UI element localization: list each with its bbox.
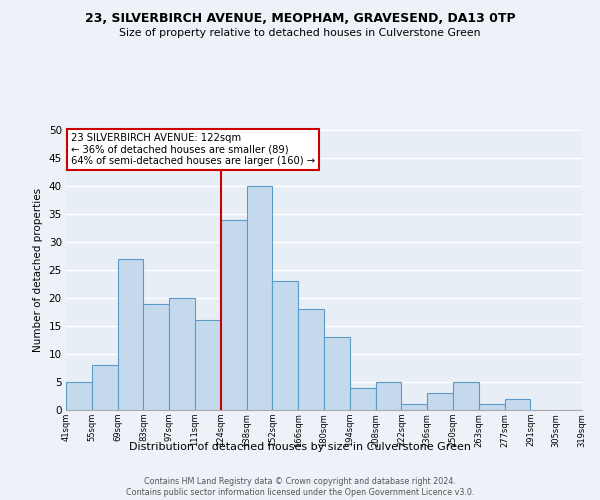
Text: Distribution of detached houses by size in Culverstone Green: Distribution of detached houses by size … [129, 442, 471, 452]
Text: Contains HM Land Registry data © Crown copyright and database right 2024.: Contains HM Land Registry data © Crown c… [144, 476, 456, 486]
Text: 23, SILVERBIRCH AVENUE, MEOPHAM, GRAVESEND, DA13 0TP: 23, SILVERBIRCH AVENUE, MEOPHAM, GRAVESE… [85, 12, 515, 26]
Bar [221, 220, 247, 410]
Bar [92, 365, 118, 410]
Bar [479, 404, 505, 410]
Bar [505, 399, 530, 410]
Bar [350, 388, 376, 410]
Bar [66, 382, 92, 410]
Text: Size of property relative to detached houses in Culverstone Green: Size of property relative to detached ho… [119, 28, 481, 38]
Bar [143, 304, 169, 410]
Text: 23 SILVERBIRCH AVENUE: 122sqm
← 36% of detached houses are smaller (89)
64% of s: 23 SILVERBIRCH AVENUE: 122sqm ← 36% of d… [71, 133, 315, 166]
Bar [118, 259, 143, 410]
Bar [453, 382, 479, 410]
Bar [169, 298, 195, 410]
Text: Contains public sector information licensed under the Open Government Licence v3: Contains public sector information licen… [126, 488, 474, 497]
Bar [376, 382, 401, 410]
Bar [401, 404, 427, 410]
Bar [427, 393, 453, 410]
Y-axis label: Number of detached properties: Number of detached properties [33, 188, 43, 352]
Bar [272, 281, 298, 410]
Bar [298, 309, 324, 410]
Bar [195, 320, 221, 410]
Bar [324, 337, 350, 410]
Bar [247, 186, 272, 410]
